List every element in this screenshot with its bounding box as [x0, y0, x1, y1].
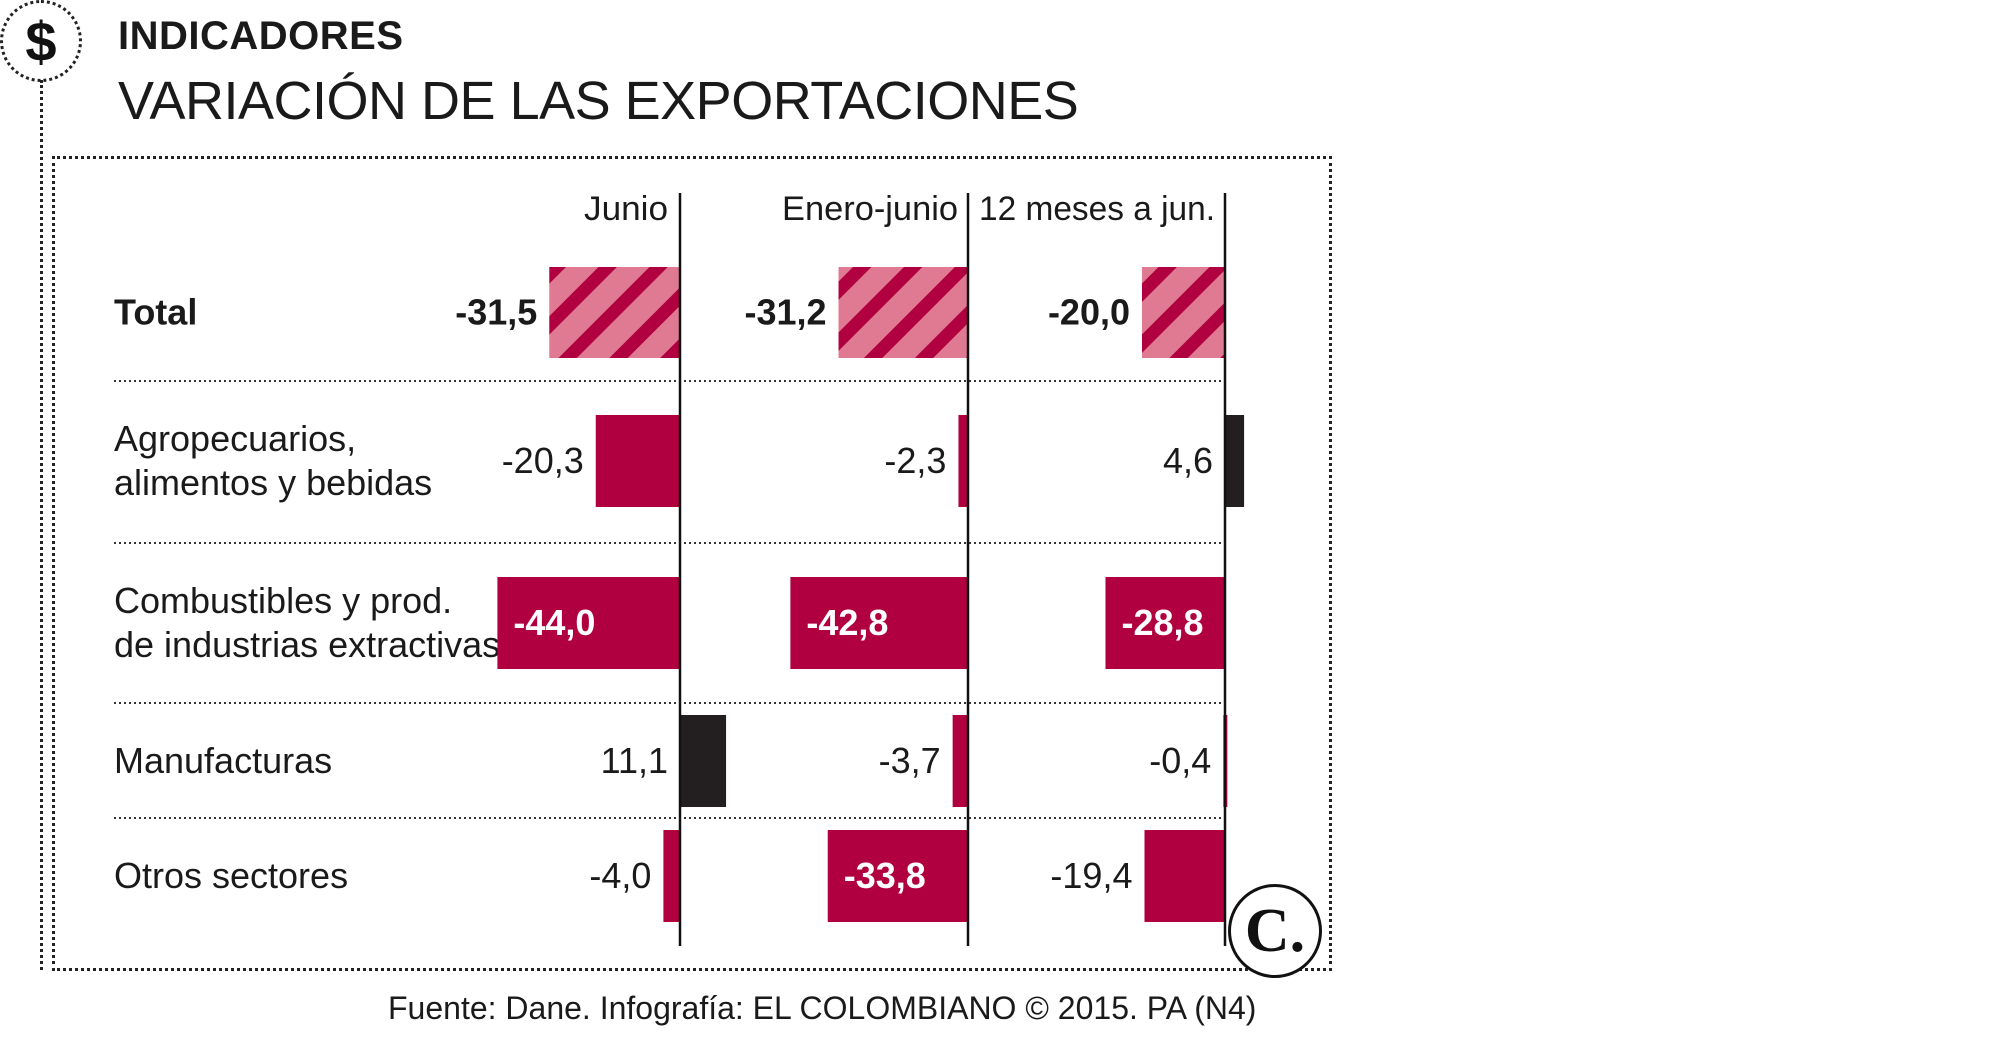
bar — [827, 830, 968, 922]
bar — [595, 415, 680, 507]
category-label: de industrias extractivas — [114, 624, 500, 665]
category-label: Otros sectores — [114, 855, 348, 896]
value-label: -33,8 — [844, 855, 926, 896]
bar — [838, 267, 968, 358]
decorative-dotted-line — [40, 80, 43, 970]
bar — [958, 415, 968, 507]
value-label: -31,5 — [455, 292, 537, 333]
category-label: Agropecuarios, — [114, 418, 356, 459]
value-label: -31,2 — [744, 292, 826, 333]
value-label: -4,0 — [589, 855, 651, 896]
value-label: 11,1 — [601, 740, 668, 781]
category-label: Total — [114, 292, 197, 333]
bar — [790, 577, 968, 669]
value-label: -44,0 — [513, 602, 595, 643]
category-label: alimentos y bebidas — [114, 462, 432, 503]
bar — [952, 715, 968, 807]
value-label: -2,3 — [884, 440, 946, 481]
value-label: -28,8 — [1121, 602, 1203, 643]
column-header: Junio — [584, 190, 668, 228]
chart-frame — [52, 156, 1332, 971]
value-label: -3,7 — [879, 740, 941, 781]
value-label: -0,4 — [1149, 740, 1211, 781]
value-label: -19,4 — [1050, 855, 1132, 896]
bar — [1142, 267, 1225, 358]
bar — [497, 577, 680, 669]
value-label: -20,3 — [502, 440, 584, 481]
section-title: INDICADORES — [118, 14, 404, 58]
bar — [549, 267, 680, 358]
column-header: 12 meses a jun. — [979, 190, 1215, 228]
value-label: -20,0 — [1048, 292, 1130, 333]
bar — [1105, 577, 1225, 669]
source-note: Fuente: Dane. Infografía: EL COLOMBIANO … — [388, 990, 1257, 1026]
column-header: Enero-junio — [782, 190, 958, 228]
bar — [1144, 830, 1225, 922]
category-label: Combustibles y prod. — [114, 580, 452, 621]
bar — [663, 830, 680, 922]
category-label: Manufacturas — [114, 740, 332, 781]
chart-title: VARIACIÓN DE LAS EXPORTACIONES — [118, 71, 1079, 131]
bar — [1225, 415, 1245, 507]
el-colombiano-logo: C. — [1228, 884, 1322, 978]
bar — [680, 715, 727, 807]
value-label: 4,6 — [1163, 440, 1213, 481]
value-label: -42,8 — [806, 602, 888, 643]
